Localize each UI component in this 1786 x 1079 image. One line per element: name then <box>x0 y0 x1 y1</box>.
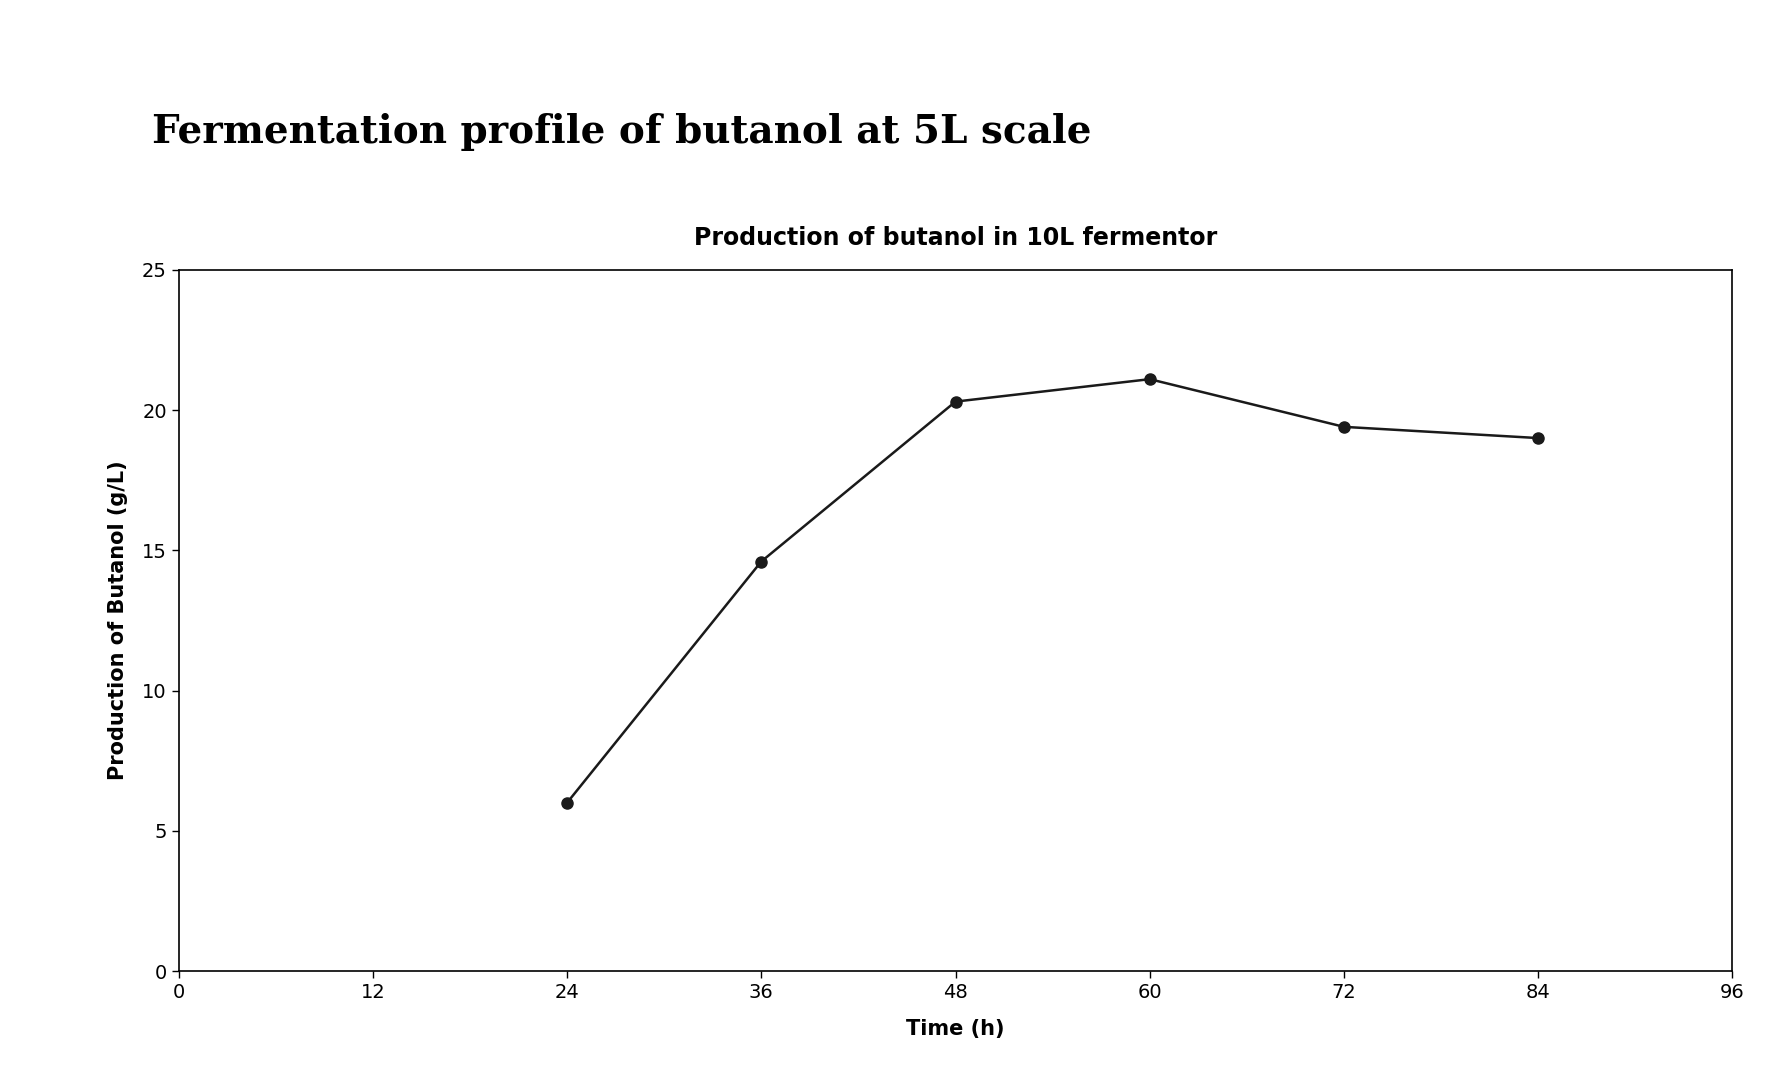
Title: Production of butanol in 10L fermentor: Production of butanol in 10L fermentor <box>695 226 1216 249</box>
X-axis label: Time (h): Time (h) <box>906 1019 1006 1039</box>
Text: Fermentation profile of butanol at 5L scale: Fermentation profile of butanol at 5L sc… <box>152 113 1091 151</box>
Y-axis label: Production of Butanol (g/L): Production of Butanol (g/L) <box>107 461 129 780</box>
